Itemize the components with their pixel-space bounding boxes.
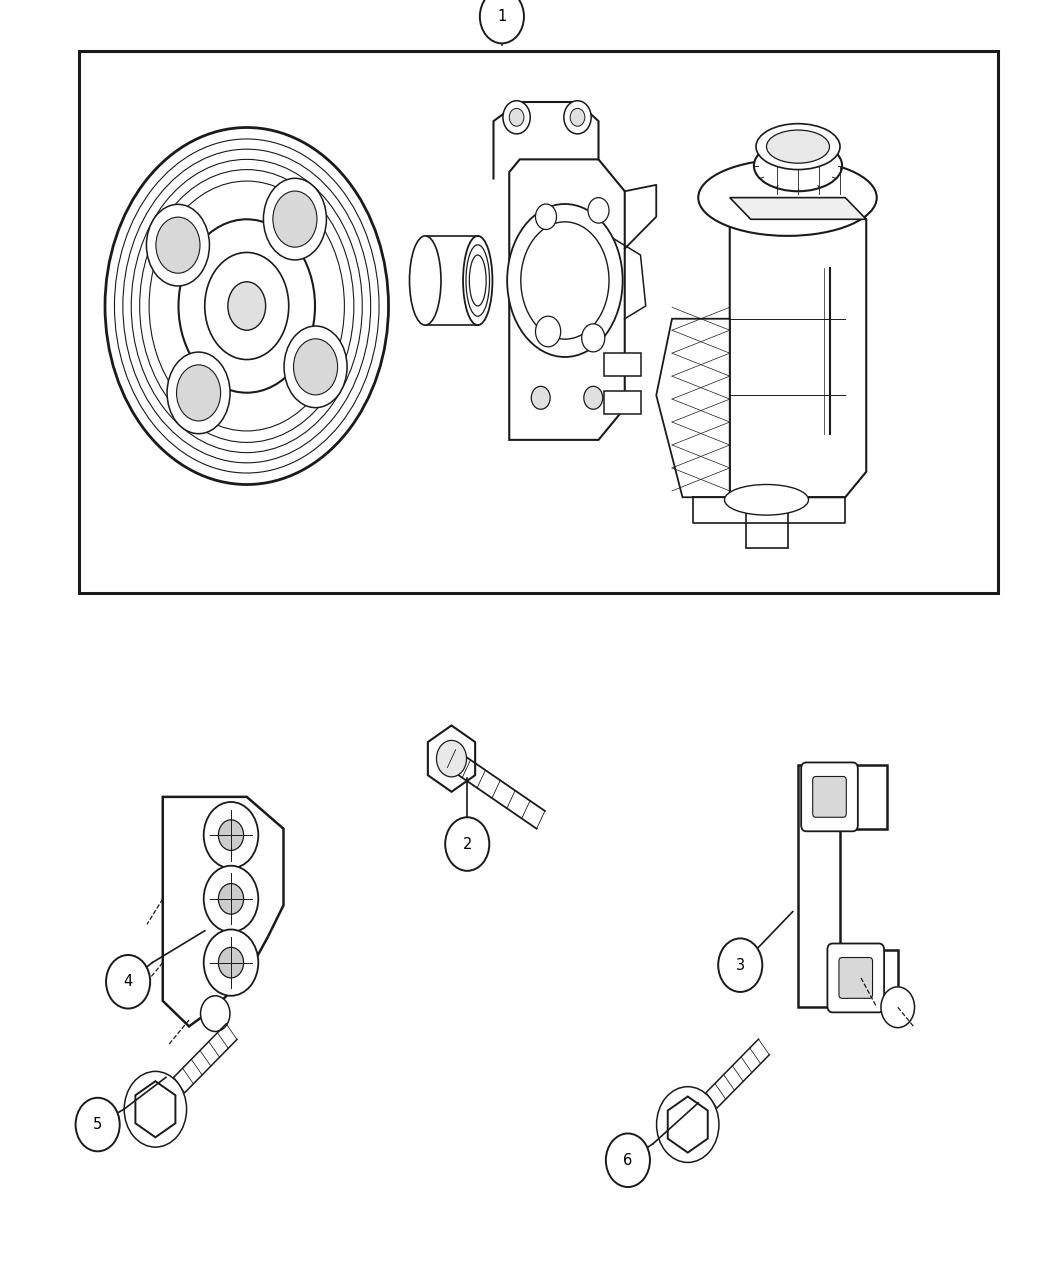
Ellipse shape	[273, 191, 317, 247]
Polygon shape	[427, 725, 476, 792]
Polygon shape	[798, 765, 898, 1007]
Ellipse shape	[228, 282, 266, 330]
Text: 2: 2	[463, 836, 471, 852]
FancyBboxPatch shape	[839, 958, 873, 998]
Ellipse shape	[724, 484, 809, 515]
Circle shape	[582, 324, 605, 352]
Ellipse shape	[410, 236, 441, 325]
Circle shape	[531, 386, 550, 409]
Text: 5: 5	[93, 1117, 102, 1132]
Ellipse shape	[146, 204, 209, 286]
Polygon shape	[668, 1096, 708, 1153]
Ellipse shape	[756, 124, 840, 170]
Polygon shape	[163, 797, 284, 1026]
Bar	[79, 51, 998, 593]
Text: 3: 3	[736, 958, 744, 973]
Ellipse shape	[264, 179, 327, 260]
Polygon shape	[135, 1081, 175, 1137]
Polygon shape	[509, 159, 625, 440]
FancyBboxPatch shape	[827, 944, 884, 1012]
Ellipse shape	[178, 219, 315, 393]
Circle shape	[584, 386, 603, 409]
Circle shape	[218, 884, 244, 914]
Circle shape	[204, 802, 258, 868]
Circle shape	[218, 820, 244, 850]
Circle shape	[445, 817, 489, 871]
Polygon shape	[730, 198, 866, 497]
Text: 1: 1	[498, 9, 506, 24]
Bar	[604, 391, 640, 414]
FancyBboxPatch shape	[813, 776, 846, 817]
Circle shape	[106, 955, 150, 1009]
Circle shape	[204, 929, 258, 996]
Bar	[746, 497, 788, 548]
Text: 6: 6	[624, 1153, 632, 1168]
Polygon shape	[730, 198, 866, 219]
Circle shape	[480, 0, 524, 43]
Ellipse shape	[754, 140, 842, 191]
Circle shape	[570, 108, 585, 126]
Ellipse shape	[176, 365, 220, 421]
Circle shape	[503, 101, 530, 134]
Ellipse shape	[285, 326, 348, 408]
Circle shape	[536, 204, 556, 230]
FancyBboxPatch shape	[801, 762, 858, 831]
Ellipse shape	[507, 204, 623, 357]
Circle shape	[588, 198, 609, 223]
Ellipse shape	[698, 159, 877, 236]
Circle shape	[201, 996, 230, 1031]
Ellipse shape	[167, 352, 230, 434]
Bar	[604, 353, 640, 376]
Circle shape	[218, 947, 244, 978]
Circle shape	[124, 1071, 187, 1148]
Circle shape	[204, 866, 258, 932]
Circle shape	[564, 101, 591, 134]
Ellipse shape	[521, 222, 609, 339]
Circle shape	[437, 741, 466, 776]
Circle shape	[606, 1133, 650, 1187]
Text: 4: 4	[124, 974, 132, 989]
Circle shape	[881, 987, 915, 1028]
Circle shape	[76, 1098, 120, 1151]
Circle shape	[718, 938, 762, 992]
Ellipse shape	[205, 252, 289, 360]
Circle shape	[536, 316, 561, 347]
Circle shape	[656, 1086, 719, 1163]
Ellipse shape	[155, 217, 200, 273]
Ellipse shape	[294, 339, 338, 395]
Circle shape	[509, 108, 524, 126]
Polygon shape	[656, 319, 730, 497]
Ellipse shape	[766, 130, 830, 163]
